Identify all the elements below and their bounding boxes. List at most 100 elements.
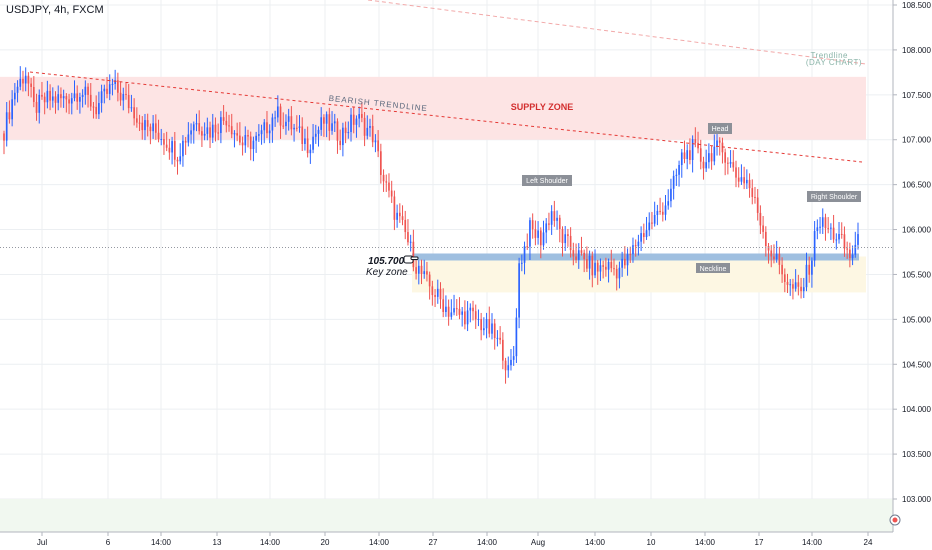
candle-body bbox=[22, 78, 24, 84]
candle-body bbox=[775, 253, 778, 260]
candle-body bbox=[404, 219, 407, 233]
candle-body bbox=[816, 227, 819, 232]
head-label: Head bbox=[712, 126, 729, 133]
candle-body bbox=[794, 282, 797, 289]
time-tick-label: 10 bbox=[647, 538, 656, 547]
candle-body bbox=[453, 308, 455, 313]
candle-body bbox=[480, 318, 482, 331]
candle-body bbox=[615, 268, 618, 279]
candle-body bbox=[30, 83, 32, 87]
candle-body bbox=[344, 127, 347, 134]
candle-body bbox=[556, 217, 558, 221]
candle-body bbox=[756, 197, 759, 213]
axis-settings-icon[interactable] bbox=[889, 514, 901, 526]
candle-body bbox=[168, 147, 171, 153]
candle-body bbox=[298, 126, 301, 128]
candle-body bbox=[138, 122, 141, 124]
candle-body bbox=[401, 216, 404, 220]
candle-body bbox=[713, 146, 716, 162]
candle-body bbox=[130, 107, 133, 109]
candle-body bbox=[336, 121, 339, 141]
candle-body bbox=[800, 286, 802, 292]
candle-body bbox=[62, 96, 65, 99]
time-tick-label: 14:00 bbox=[695, 538, 716, 547]
candle-body bbox=[152, 123, 154, 132]
candle-body bbox=[89, 94, 92, 107]
candle-body bbox=[434, 295, 436, 297]
candle-body bbox=[661, 211, 664, 215]
head-tag: Head bbox=[708, 123, 732, 134]
candle-body bbox=[141, 122, 144, 131]
candle-body bbox=[588, 255, 591, 269]
candle-body bbox=[81, 94, 84, 98]
candle-body bbox=[621, 258, 623, 268]
candle-body bbox=[778, 253, 781, 265]
candle-body bbox=[236, 133, 238, 136]
candle-body bbox=[211, 124, 214, 138]
candle-body bbox=[496, 337, 499, 339]
candle-body bbox=[680, 152, 683, 166]
candle-body bbox=[526, 246, 529, 248]
candle-body bbox=[735, 167, 737, 178]
candle-body bbox=[773, 256, 775, 260]
candle-body bbox=[165, 144, 168, 148]
candle-body bbox=[705, 162, 708, 169]
candle-body bbox=[366, 127, 369, 136]
candle-body bbox=[46, 90, 49, 103]
candle-body bbox=[19, 78, 22, 87]
pointing-hand-icon bbox=[403, 255, 419, 264]
candle-body bbox=[27, 75, 30, 84]
candle-body bbox=[491, 323, 493, 334]
candle-body bbox=[385, 181, 388, 183]
candle-body bbox=[461, 311, 464, 315]
candle-body bbox=[634, 245, 637, 247]
candle-body bbox=[339, 140, 342, 146]
candle-body bbox=[412, 241, 415, 268]
bearish-trendline bbox=[29, 71, 863, 163]
candle-body bbox=[390, 190, 393, 197]
candle-body bbox=[157, 132, 160, 140]
candle-body bbox=[577, 250, 580, 260]
candle-body bbox=[770, 250, 773, 257]
supply-zone bbox=[0, 76, 866, 140]
neckline-band bbox=[412, 253, 859, 261]
candle-body bbox=[802, 287, 805, 292]
candle-body bbox=[420, 265, 423, 275]
candle-body bbox=[743, 177, 745, 184]
candle-body bbox=[724, 152, 726, 163]
candle-body bbox=[664, 205, 667, 215]
candle-body bbox=[789, 284, 792, 286]
candle-body bbox=[65, 96, 68, 100]
candle-body bbox=[192, 124, 195, 131]
candle-body bbox=[163, 139, 165, 145]
candle-body bbox=[629, 254, 632, 256]
candle-body bbox=[464, 311, 466, 325]
neckline-label: Neckline bbox=[700, 266, 727, 273]
candle-body bbox=[851, 254, 854, 259]
candle-body bbox=[241, 142, 244, 146]
candle-body bbox=[363, 117, 366, 136]
time-tick-label: Aug bbox=[531, 538, 545, 547]
price-tick-label: 107.000 bbox=[902, 136, 931, 145]
candle-body bbox=[136, 118, 138, 123]
time-tick-label: 14:00 bbox=[477, 538, 498, 547]
candle-body bbox=[672, 175, 675, 189]
candle-body bbox=[41, 94, 43, 97]
candle-body bbox=[594, 262, 596, 276]
candle-body bbox=[98, 103, 100, 115]
key-zone-label: Key zone bbox=[366, 267, 408, 278]
candle-body bbox=[830, 227, 832, 229]
candle-body bbox=[512, 356, 515, 360]
candle-body bbox=[428, 274, 431, 287]
candle-body bbox=[274, 117, 276, 119]
candle-body bbox=[520, 262, 523, 264]
candle-body bbox=[436, 288, 439, 297]
candle-body bbox=[458, 308, 461, 315]
candle-body bbox=[160, 139, 163, 141]
candle-body bbox=[3, 133, 5, 141]
candle-body bbox=[485, 318, 488, 329]
candle-body bbox=[542, 232, 545, 246]
candle-body bbox=[84, 86, 87, 95]
candle-body bbox=[396, 212, 398, 220]
